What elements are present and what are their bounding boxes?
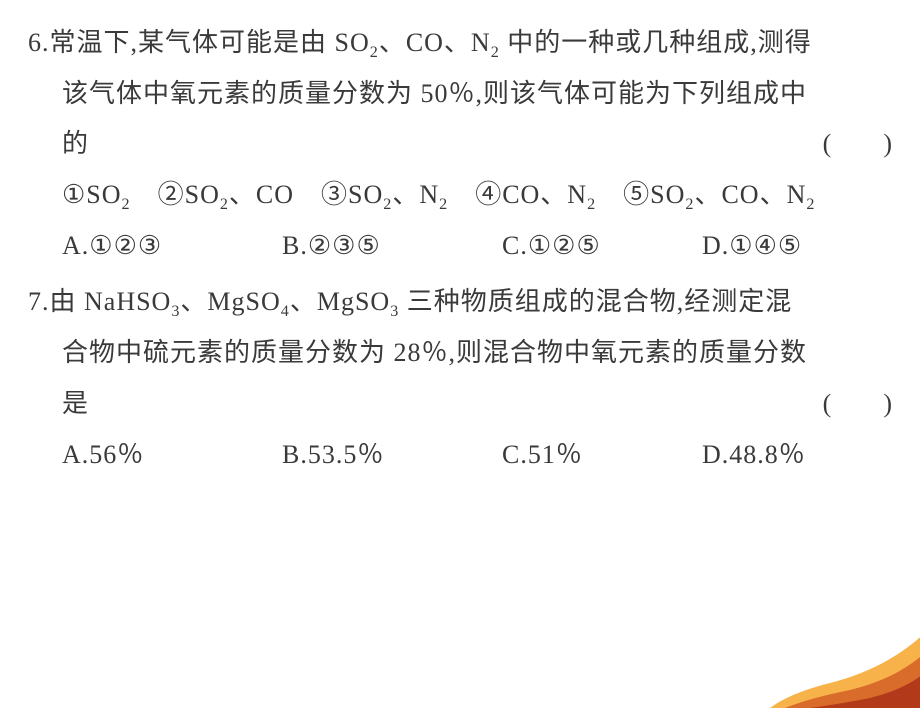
q7-option-d: D.48.8％ xyxy=(702,430,806,481)
q7-option-a: A.56％ xyxy=(62,430,282,481)
q6-line1: 6. 常温下,某气体可能是由 SO2、CO、N2 中的一种或几种组成,测得 xyxy=(28,18,892,69)
question-7: 7. 由 NaHSO3、MgSO4、MgSO3 三种物质组成的混合物,经测定混 … xyxy=(28,277,892,480)
q6-option-a: A.①②③ xyxy=(62,221,282,272)
q7-text-line2: 合物中硫元素的质量分数为 28％,则混合物中氧元素的质量分数 xyxy=(28,328,892,379)
q7-line3: 是 ( ) xyxy=(28,379,892,430)
q7-options: A.56％ B.53.5％ C.51％ D.48.8％ xyxy=(28,430,892,481)
q6-text-line2: 该气体中氧元素的质量分数为 50％,则该气体可能为下列组成中 xyxy=(28,69,892,120)
q7-answer-paren: ( ) xyxy=(823,379,892,430)
q6-options: A.①②③ B.②③⑤ C.①②⑤ D.①④⑤ xyxy=(28,221,892,272)
q6-combinations: ①SO2 ②SO2、CO ③SO2、N2 ④CO、N2 ⑤SO2、CO、N2 xyxy=(28,170,892,221)
q6-text-line3-left: 的 xyxy=(62,119,89,170)
q6-text-line1: 常温下,某气体可能是由 SO2、CO、N2 中的一种或几种组成,测得 xyxy=(50,18,893,69)
exam-page: 6. 常温下,某气体可能是由 SO2、CO、N2 中的一种或几种组成,测得 该气… xyxy=(0,0,920,480)
q7-option-b: B.53.5％ xyxy=(282,430,502,481)
q7-number: 7. xyxy=(28,277,50,328)
q6-option-d: D.①④⑤ xyxy=(702,221,802,272)
q6-answer-paren: ( ) xyxy=(823,119,892,170)
q6-option-c: C.①②⑤ xyxy=(502,221,702,272)
q7-option-c: C.51％ xyxy=(502,430,702,481)
q7-text-line1: 由 NaHSO3、MgSO4、MgSO3 三种物质组成的混合物,经测定混 xyxy=(50,277,893,328)
q7-line1: 7. 由 NaHSO3、MgSO4、MgSO3 三种物质组成的混合物,经测定混 xyxy=(28,277,892,328)
corner-decoration-icon xyxy=(770,598,920,708)
q6-number: 6. xyxy=(28,18,50,69)
question-6: 6. 常温下,某气体可能是由 SO2、CO、N2 中的一种或几种组成,测得 该气… xyxy=(28,18,892,271)
q7-text-line3-left: 是 xyxy=(62,379,89,430)
q6-line3: 的 ( ) xyxy=(28,119,892,170)
q6-option-b: B.②③⑤ xyxy=(282,221,502,272)
